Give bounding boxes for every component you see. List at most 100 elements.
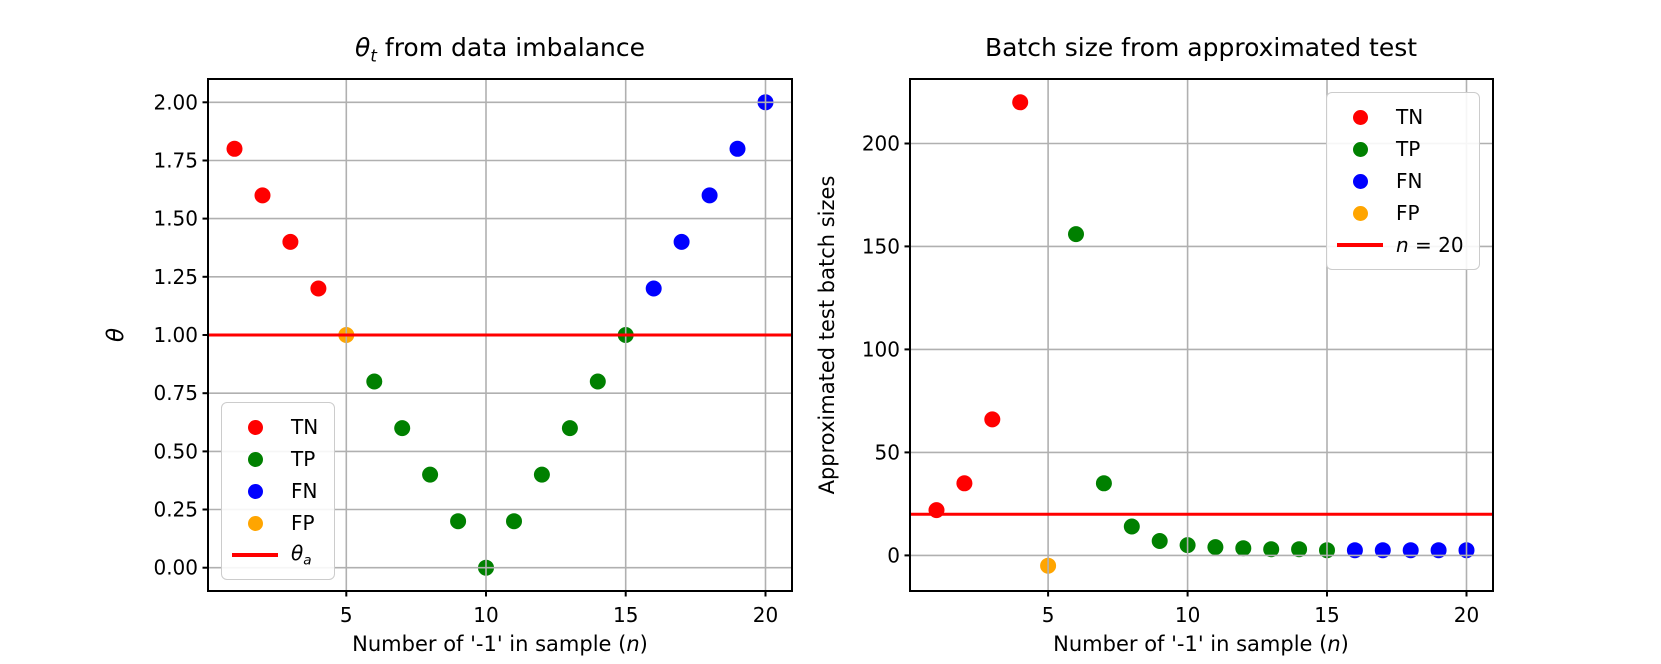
data-point-tp [1291,541,1308,558]
data-point-fn [645,280,662,297]
data-point-tp [1207,539,1224,556]
left-chart-title: θt from data imbalance [355,33,645,66]
legend-item: θa [222,539,334,571]
legend-item-label: FN [291,479,317,503]
data-point-fn [701,187,718,204]
right-chart-xlabel: Number of '-1' in sample (n) [1053,632,1349,656]
text-segment: FP [1396,201,1420,225]
y-tick-label: 0.75 [153,381,198,405]
legend-marker [1337,243,1383,247]
legend-item-label: FP [1396,201,1420,225]
text-segment: n [1327,632,1341,656]
data-point-tp [422,466,439,483]
data-point-fn [673,233,690,250]
x-tick-label: 5 [340,603,353,627]
y-tick-label: 1.00 [153,323,198,347]
x-tick-label: 15 [613,603,638,627]
legend-marker [247,515,263,531]
text-segment: t [370,46,377,67]
data-point-tp [561,420,578,437]
right-chart-ylabel: Approximated test batch sizes [815,175,839,495]
data-point-fn [1402,542,1419,559]
data-point-tp [506,513,522,530]
legend-marker [247,483,263,499]
text-segment: ) [1340,632,1349,656]
text-segment: FN [291,479,318,503]
text-segment: from data imbalance [376,33,646,62]
text-segment: n [626,632,640,656]
text-segment: Number of '-1' in sample ( [1053,632,1328,656]
text-segment: FP [291,511,315,535]
left-chart-ylabel: θ [103,328,129,342]
y-tick-label: 0 [887,543,900,567]
legend-item-label: TN [291,415,318,439]
legend-dot-icon [1337,173,1383,189]
legend-line-icon [1337,243,1383,247]
data-point-tn [254,187,271,204]
legend-marker [232,553,278,557]
legend-dot-icon [1337,141,1383,157]
data-point-tn [226,140,243,157]
y-tick-label: 0.00 [153,556,198,580]
legend-item: FP [222,507,334,539]
data-point-tp [366,373,383,390]
legend-item-label: TN [1396,105,1423,129]
legend-item: TN [222,411,334,443]
text-segment: ) [639,632,648,656]
left-chart-xlabel: Number of '-1' in sample (n) [352,632,648,656]
data-point-tp [1235,540,1252,557]
x-tick-label: 5 [1042,603,1055,627]
y-tick-label: 50 [875,440,900,464]
data-point-tp [394,420,411,437]
x-tick-label: 20 [1454,603,1479,627]
x-tick-label: 20 [753,603,778,627]
legend-item-label: θa [291,541,312,568]
data-point-tn [1012,94,1029,111]
legend-line-icon [232,553,278,557]
right-chart-title: Batch size from approximated test [984,33,1418,62]
data-point-fn [729,140,746,157]
legend-marker [1352,173,1368,189]
legend-dot-icon [232,515,278,531]
text-segment: = 20 [1408,233,1464,257]
text-segment: θ [291,541,304,566]
y-tick-label: 0.25 [153,498,198,522]
data-point-tp [533,466,550,483]
text-segment: TN [291,415,319,439]
data-point-fn [1346,542,1363,559]
legend-item: n = 20 [1327,229,1479,261]
legend-item-label: n = 20 [1396,233,1464,257]
legend-item-label: FP [291,511,315,535]
data-point-tn [984,411,1001,428]
data-point-tp [589,373,606,390]
y-tick-label: 200 [862,132,900,156]
legend-item: FP [1327,197,1479,229]
data-point-tp [450,513,467,530]
y-tick-label: 1.75 [153,149,198,173]
legend-marker [1352,205,1368,221]
data-point-tp [1095,475,1112,492]
y-tick-label: 1.50 [153,207,198,231]
text-segment: TP [291,447,316,471]
text-segment: n [1396,233,1409,257]
data-point-tp [1123,518,1140,535]
text-segment: TN [1396,105,1424,129]
legend-marker [1352,109,1368,125]
text-segment: FN [1396,169,1423,193]
y-tick-label: 150 [862,234,900,258]
y-tick-label: 0.50 [153,439,198,463]
legend-item-label: TP [291,447,315,471]
legend-dot-icon [232,483,278,499]
data-point-tn [282,233,299,250]
y-tick-label: 2.00 [153,90,198,114]
data-point-tp [1151,533,1168,549]
legend-item: TN [1327,101,1479,133]
legend-dot-icon [1337,205,1383,221]
data-point-tp [1068,226,1084,243]
text-segment: θ [354,33,371,62]
right-chart-legend: TN TP FN FP n = 20 [1326,92,1480,270]
legend-item: TP [222,443,334,475]
text-segment: θ [103,327,129,343]
